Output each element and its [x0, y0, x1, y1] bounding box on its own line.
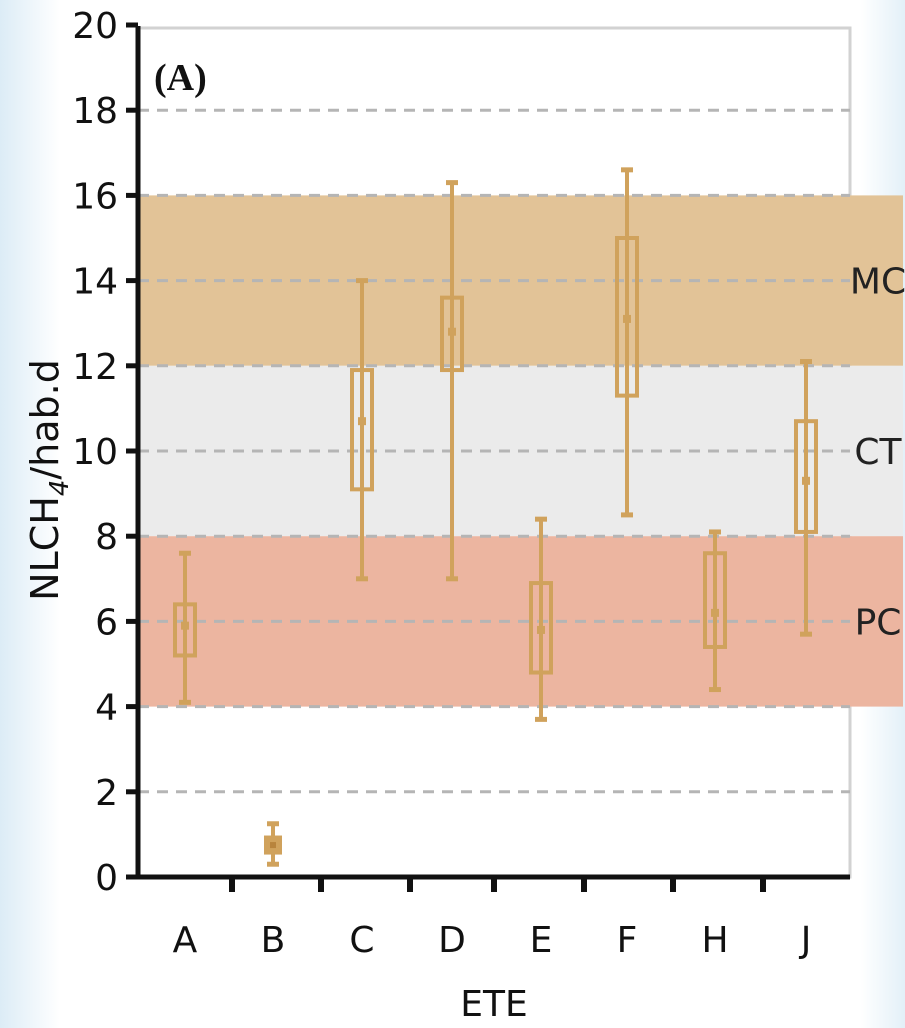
y-tick-label: 14 [72, 262, 118, 303]
band-label-mc: MC [850, 262, 905, 303]
box-A [175, 604, 195, 655]
y-tick-label: 4 [95, 688, 118, 729]
box-J [796, 421, 816, 532]
y-axis-title: NLCH4/hab.d [23, 359, 75, 601]
median-marker-B [270, 842, 276, 848]
y-tick-label: 12 [72, 347, 118, 388]
band-label-ct: CT [854, 432, 902, 473]
x-tick-label: J [799, 920, 812, 961]
median-marker-A [181, 622, 189, 630]
x-tick-label: D [438, 920, 466, 961]
box-H [705, 553, 725, 647]
y-tick-label: 8 [95, 517, 118, 558]
x-tick-label: A [173, 920, 198, 961]
median-marker-H [711, 609, 719, 617]
x-tick-label: B [261, 920, 286, 961]
y-tick-label: 18 [72, 91, 118, 132]
y-tick-label: 20 [72, 6, 118, 47]
median-marker-F [623, 315, 631, 323]
box-C [352, 370, 372, 489]
panel-label: (A) [154, 57, 207, 99]
y-tick-label: 6 [95, 602, 118, 643]
median-marker-D [448, 328, 456, 336]
x-tick-label: C [349, 920, 374, 961]
y-tick-label: 16 [72, 176, 118, 217]
x-axis-title: ETE [460, 984, 527, 1024]
x-tick-label: F [617, 920, 638, 961]
median-marker-E [537, 626, 545, 634]
median-marker-J [802, 477, 810, 485]
y-tick-label: 10 [72, 432, 118, 473]
band-label-pc: PC [855, 602, 902, 643]
median-marker-C [358, 417, 366, 425]
x-tick-label: H [701, 920, 728, 961]
y-tick-label: 2 [95, 773, 118, 814]
x-tick-label: E [530, 920, 553, 961]
y-tick-label: 0 [95, 858, 118, 899]
